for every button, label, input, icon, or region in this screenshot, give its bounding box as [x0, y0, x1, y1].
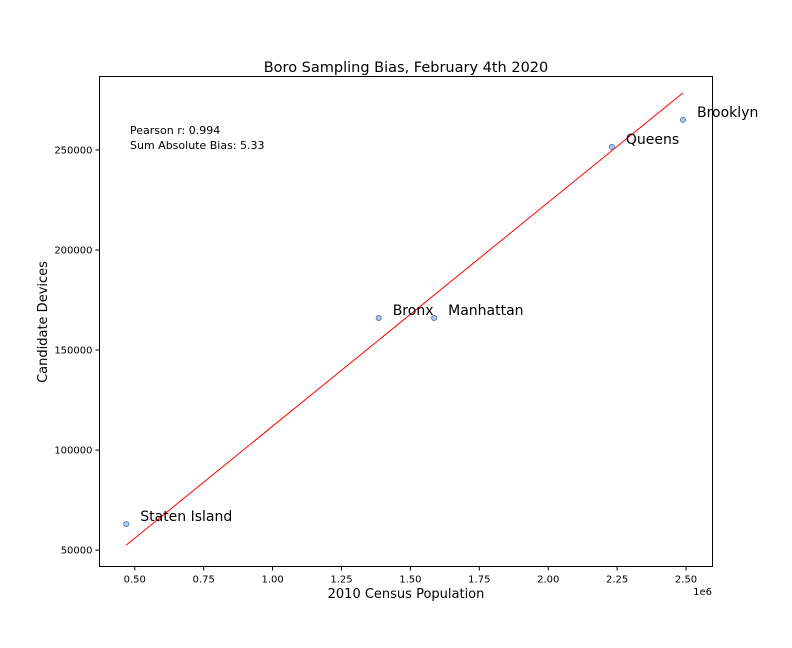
- chart-title: Boro Sampling Bias, February 4th 2020: [264, 60, 549, 76]
- point-label: Bronx: [393, 303, 434, 319]
- y-tick-label: 200000: [54, 245, 92, 256]
- data-point: [680, 116, 687, 123]
- point-label: Queens: [626, 132, 679, 148]
- point-label: Manhattan: [448, 303, 523, 319]
- bias-annotation: Sum Absolute Bias: 5.33: [130, 139, 265, 152]
- plot-frame: [99, 76, 713, 567]
- x-tick-label: 0.50: [124, 575, 146, 586]
- point-label: Staten Island: [140, 509, 232, 525]
- x-offset-label: 1e6: [693, 587, 712, 598]
- data-point: [375, 314, 382, 321]
- x-tick-label: 1.25: [330, 575, 352, 586]
- y-tick-label: 250000: [54, 145, 92, 156]
- point-labels: Staten Island Bronx Manhattan Queens Brookly…: [140, 105, 758, 525]
- x-tick-label: 2.50: [675, 575, 697, 586]
- data-points: [123, 116, 687, 528]
- x-tick-label: 0.75: [193, 575, 215, 586]
- x-axis-label: 2010 Census Population: [328, 587, 485, 602]
- data-point: [608, 143, 615, 150]
- point-label: Brooklyn: [697, 105, 758, 121]
- y-tick-label: 150000: [54, 346, 92, 357]
- x-tick-label: 2.00: [537, 575, 559, 586]
- y-axis-label: Candidate Devices: [36, 261, 51, 383]
- y-tick-label: 50000: [61, 546, 93, 557]
- x-tick-label: 2.25: [606, 575, 628, 586]
- data-point: [431, 314, 438, 321]
- x-tick-label: 1.75: [468, 575, 490, 586]
- pearson-annotation: Pearson r: 0.994: [130, 124, 220, 137]
- y-tick-label: 100000: [54, 446, 92, 457]
- regression-line: [125, 92, 684, 546]
- data-point: [123, 521, 130, 528]
- x-tick-label: 1.50: [399, 575, 421, 586]
- x-tick-label: 1.00: [261, 575, 283, 586]
- x-axis: 0.50 0.75 1.00 1.25 1.50 1.75 2.00 2.25 2.50: [124, 566, 697, 586]
- y-axis: 50000 100000 150000 200000 250000: [54, 145, 100, 557]
